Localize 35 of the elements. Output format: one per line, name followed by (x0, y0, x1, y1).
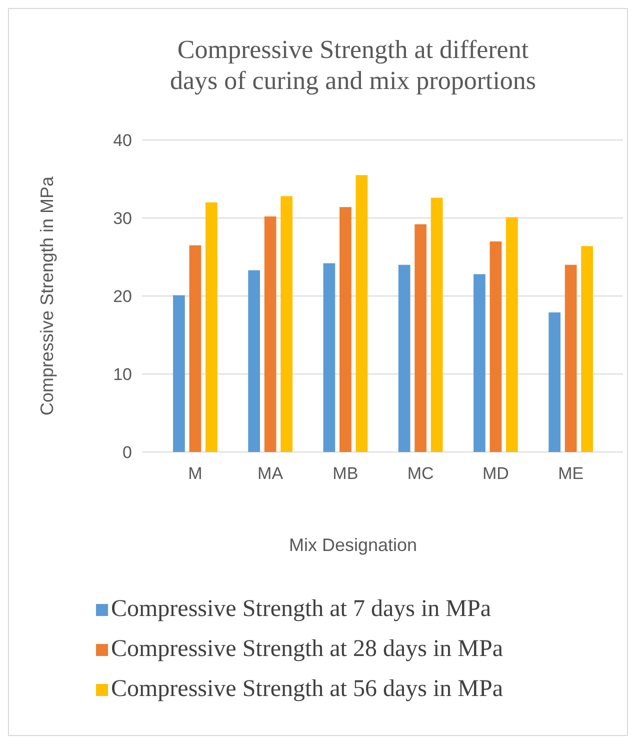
x-tick-label: MD (482, 464, 509, 483)
legend-label: Compressive Strength at 28 days in MPa (111, 636, 504, 662)
bar (173, 295, 185, 452)
y-tick-label: 30 (113, 209, 132, 228)
bar (264, 216, 276, 452)
bar (430, 198, 443, 452)
x-tick-label: MA (258, 464, 284, 483)
bar (581, 246, 593, 452)
y-tick-label: 40 (113, 131, 132, 150)
bar (189, 245, 202, 452)
x-axis-title: Mix Designation (288, 535, 418, 555)
bar (414, 224, 426, 452)
y-tick-label: 20 (113, 287, 132, 306)
bar (548, 312, 561, 452)
bar (356, 175, 368, 452)
x-tick-label: ME (558, 464, 584, 483)
y-tick-label: 0 (122, 443, 132, 462)
bar (280, 196, 292, 452)
bar (340, 207, 352, 452)
bar (323, 263, 336, 452)
y-tick-label: 10 (113, 365, 132, 384)
y-axis-title: Compressive Strength in MPa (37, 175, 57, 416)
legend-label: Compressive Strength at 56 days in MPa (111, 676, 504, 702)
bar (506, 217, 518, 452)
bar (564, 264, 577, 452)
x-tick-label: MB (332, 464, 358, 483)
bar (205, 202, 218, 452)
x-tick-label: MC (407, 464, 434, 483)
bar (474, 274, 486, 452)
bar (248, 270, 260, 452)
bar (398, 264, 410, 452)
legend-label: Compressive Strength at 7 days in MPa (111, 596, 492, 622)
chart-title: Compressive Strength at different days of curing and mix proportions (170, 35, 536, 95)
x-tick-label: M (188, 464, 202, 483)
bar (490, 241, 502, 452)
